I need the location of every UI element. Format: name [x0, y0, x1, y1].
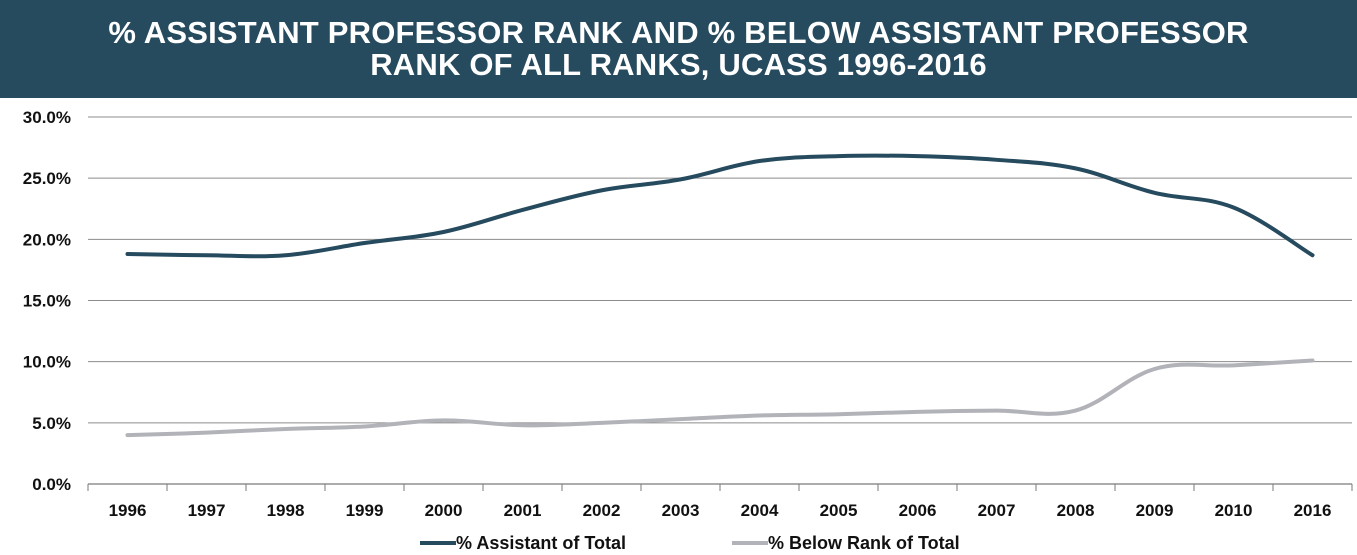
- x-tick-label: 1998: [267, 501, 305, 520]
- y-tick-label: 10.0%: [23, 353, 71, 372]
- y-tick-label: 5.0%: [32, 414, 71, 433]
- chart-title: % ASSISTANT PROFESSOR RANK AND % BELOW A…: [0, 0, 1357, 98]
- x-axis: 1996 1997 1998 1999 2000 2001 2002 2003 2004 2005…: [87, 483, 1353, 520]
- y-tick-label: 20.0%: [23, 230, 71, 249]
- y-tick-label: 0.0%: [32, 475, 71, 494]
- x-tick-label: 2007: [978, 501, 1016, 520]
- chart-title-line-1: % ASSISTANT PROFESSOR RANK AND % BELOW A…: [108, 15, 1249, 50]
- legend-label-1: % Below Rank of Total: [768, 533, 960, 553]
- y-tick-label: 15.0%: [23, 292, 71, 311]
- x-tick-label: 2002: [583, 501, 621, 520]
- x-tick-label: 2003: [662, 501, 700, 520]
- y-axis-ticks: 0.0% 5.0% 10.0% 15.0% 20.0% 25.0% 30.0%: [23, 108, 71, 494]
- y-tick-label: 25.0%: [23, 169, 71, 188]
- x-tick-label: 2001: [504, 501, 542, 520]
- x-tick-label: 2006: [899, 501, 937, 520]
- x-tick-label: 2009: [1136, 501, 1174, 520]
- y-tick-label: 30.0%: [23, 108, 71, 127]
- series-line-0: [125, 153, 1315, 259]
- series-lines: [125, 153, 1315, 438]
- gridlines: [88, 116, 1352, 424]
- x-tick-label: 2016: [1294, 501, 1332, 520]
- x-tick-label: 2005: [820, 501, 858, 520]
- x-tick-label: 1997: [188, 501, 226, 520]
- x-tick-label: 2000: [425, 501, 463, 520]
- x-tick-label: 1996: [109, 501, 147, 520]
- series-line-1: [125, 358, 1315, 438]
- x-tick-label: 2008: [1057, 501, 1095, 520]
- line-chart: 0.0%5.0%10.0%15.0%20.0%25.0%30.0% 1996 19…: [23, 108, 1353, 553]
- x-tick-label: 1999: [346, 501, 384, 520]
- legend: % Assistant of Total % Below Rank of Tota…: [420, 533, 960, 553]
- x-tick-label: 2004: [741, 501, 779, 520]
- x-tick-label: 2010: [1215, 501, 1253, 520]
- legend-label-0: % Assistant of Total: [456, 533, 626, 553]
- chart-title-line-2: RANK OF ALL RANKS, UCASS 1996-2016: [370, 47, 987, 82]
